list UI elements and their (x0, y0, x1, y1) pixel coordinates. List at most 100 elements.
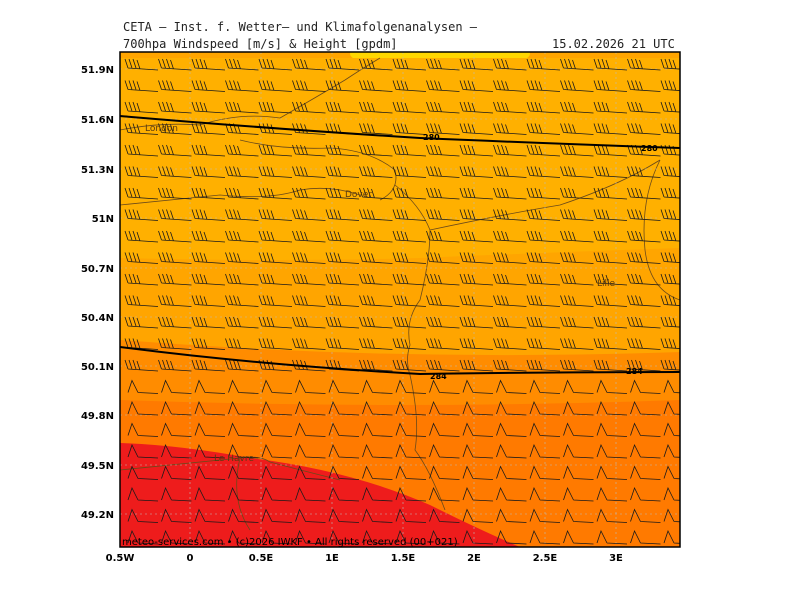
wind-barb (325, 230, 360, 243)
wind-barb (395, 400, 427, 416)
wind-barb (191, 80, 226, 92)
wind-barb (295, 443, 326, 459)
wind-barb (194, 465, 226, 480)
wind-barb (258, 338, 293, 350)
wind-barb (395, 508, 427, 523)
wind-barbs (124, 58, 680, 545)
wind-barb (161, 400, 192, 416)
wind-barb (225, 295, 259, 307)
wind-barb (392, 273, 427, 286)
wind-barb (359, 58, 393, 71)
lon-tick-label: 0 (187, 553, 194, 564)
wind-barb (462, 443, 494, 459)
wind-barb (124, 273, 159, 286)
wind-barb (359, 101, 393, 114)
wind-barb (225, 316, 259, 329)
wind-barb (392, 187, 427, 200)
wind-barb (663, 465, 680, 480)
wind-barb (225, 252, 259, 264)
wind-barb (328, 400, 360, 416)
wind-barb (593, 316, 628, 329)
wind-barb (462, 529, 494, 545)
wind-barb (627, 295, 661, 307)
wind-barb (225, 80, 259, 92)
wind-barb (630, 443, 661, 459)
wind-barb (225, 187, 259, 200)
wind-barb (395, 465, 427, 480)
wind-barb (526, 273, 561, 286)
wind-barb (258, 273, 293, 286)
wind-barb (462, 486, 494, 502)
wind-barb (493, 123, 527, 135)
wind-barb (392, 338, 427, 350)
wind-barb (362, 465, 393, 480)
wind-barb (258, 209, 293, 221)
wind-barb (459, 338, 494, 350)
wind-barb (593, 209, 628, 221)
wind-barb (124, 80, 159, 92)
wind-barb (258, 230, 293, 243)
wind-barb (660, 295, 680, 306)
wind-barb (593, 187, 628, 200)
wind-barb (663, 443, 680, 458)
wind-barb (526, 101, 561, 114)
wind-barb (429, 443, 460, 459)
wind-barb (292, 316, 326, 329)
wind-barb (258, 252, 293, 264)
wind-barb (560, 295, 594, 307)
wind-barb (630, 508, 661, 523)
wind-barb (292, 230, 326, 243)
wind-barb (325, 101, 360, 114)
wind-barb (228, 379, 259, 394)
wind-barb (325, 252, 360, 264)
wind-barb (596, 486, 628, 502)
wind-barb (194, 400, 226, 416)
wind-barb (526, 316, 561, 329)
wind-barb (359, 338, 393, 350)
wind-barb (663, 508, 680, 523)
wind-barb (124, 338, 159, 350)
wind-barb (127, 379, 159, 394)
lon-tick-label: 0.5E (249, 553, 274, 564)
wind-barb (158, 252, 192, 264)
wind-barb (228, 465, 259, 480)
wind-barb (526, 230, 561, 243)
wind-barb (359, 80, 393, 92)
wind-barb (158, 166, 192, 178)
wind-barb (462, 422, 494, 437)
wind-barb (124, 316, 159, 329)
wind-barb (563, 508, 594, 523)
wind-barb (560, 338, 594, 350)
wind-barb (124, 123, 159, 135)
wind-barb (563, 529, 594, 545)
wind-barb (225, 230, 259, 243)
wind-barb (161, 529, 192, 545)
wind-barb (459, 209, 494, 221)
wind-barb (158, 144, 192, 157)
lat-tick-label: 49.5N (81, 461, 114, 472)
wind-barb (328, 379, 360, 394)
wind-barb (459, 144, 494, 157)
wind-barb (359, 230, 393, 243)
wind-barb (228, 422, 259, 437)
wind-barb (663, 486, 680, 501)
wind-barb (493, 252, 527, 264)
wind-barb (161, 443, 192, 459)
wind-barb (127, 422, 159, 437)
wind-barb (194, 422, 226, 437)
wind-barb (459, 295, 494, 307)
map-frame (119, 51, 681, 548)
wind-barb (392, 80, 427, 92)
wind-barb (194, 443, 226, 459)
wind-barb (191, 101, 226, 114)
wind-barb (459, 273, 494, 286)
wind-barb (359, 252, 393, 264)
wind-barb (627, 58, 661, 71)
lon-tick-label: 3E (609, 553, 623, 564)
wind-barb (660, 166, 680, 177)
wind-barb (325, 166, 360, 178)
wind-barb (191, 316, 226, 329)
wind-barb (261, 529, 293, 545)
wind-barb (493, 338, 527, 350)
